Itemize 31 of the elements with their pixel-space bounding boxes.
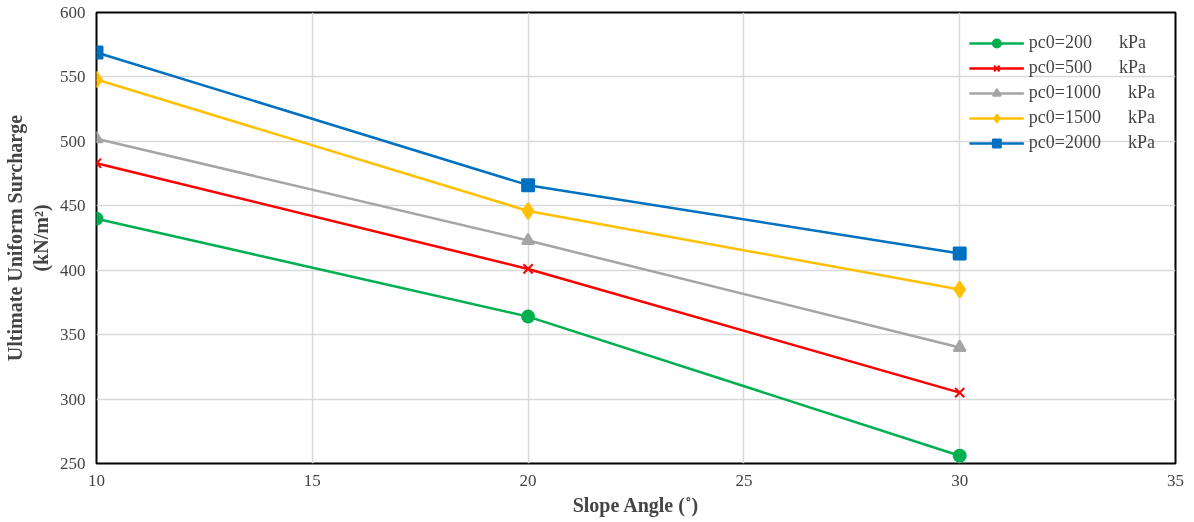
- y-tick-label: 250: [60, 454, 86, 473]
- x-tick-label: 15: [303, 470, 321, 490]
- legend-label: pc0=1500 kPa: [1028, 107, 1155, 128]
- point: [521, 178, 536, 193]
- point: [521, 201, 535, 220]
- point: [521, 309, 536, 324]
- y-tick-label: 300: [60, 389, 86, 409]
- point: [952, 339, 967, 352]
- point: [952, 246, 967, 261]
- x-tick-label: 35: [1167, 470, 1184, 490]
- y-tick-label: 400: [60, 260, 86, 280]
- x-tick-label: 20: [519, 470, 537, 490]
- y-tick-label: 350: [60, 325, 86, 345]
- point: [954, 387, 966, 399]
- y-axis-title: Ultimate Uniform Surcharge (kN/m²): [3, 114, 53, 362]
- legend-label: pc0=500 kPa: [1028, 57, 1146, 78]
- x-tick-label: 25: [735, 470, 753, 490]
- x-tick-label: 10: [88, 470, 105, 490]
- point: [952, 448, 967, 463]
- y-tick-label: 600: [60, 3, 86, 22]
- point: [953, 280, 967, 299]
- y-tick-label: 500: [60, 131, 86, 151]
- y-tick-label: 550: [60, 67, 86, 87]
- legend-label: pc0=200 kPa: [1028, 32, 1146, 53]
- point: [521, 232, 536, 246]
- x-axis-title: Slope Angle (˚): [572, 493, 699, 517]
- legend-label: pc0=1000 kPa: [1028, 82, 1155, 103]
- y-tick-label: 450: [60, 196, 86, 216]
- point: [522, 263, 534, 275]
- legend-label: pc0=2000 kPa: [1028, 132, 1155, 153]
- x-tick-label: 30: [951, 470, 969, 490]
